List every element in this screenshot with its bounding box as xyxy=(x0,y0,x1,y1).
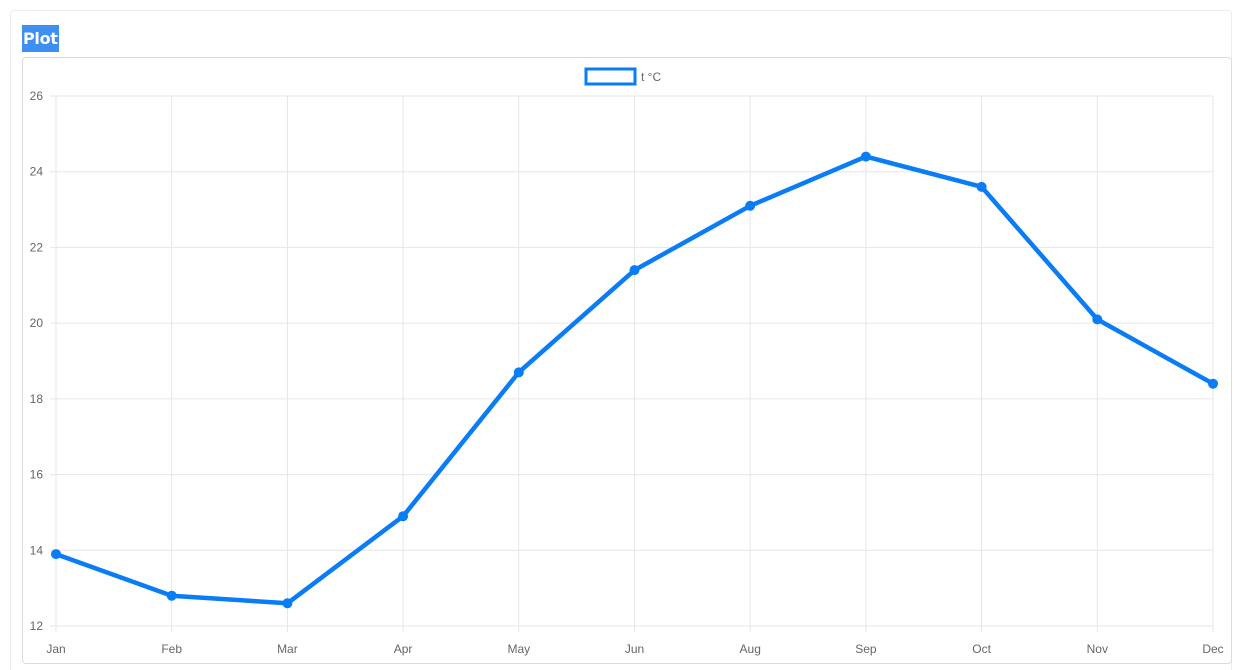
plot-title: Plot xyxy=(22,25,59,52)
legend-label: t °C xyxy=(641,70,661,84)
data-point[interactable] xyxy=(1092,314,1103,325)
y-tick-label: 12 xyxy=(30,619,44,633)
x-tick-label: Dec xyxy=(1202,642,1223,656)
y-tick-label: 20 xyxy=(30,316,44,330)
series-layer xyxy=(51,151,1218,609)
data-point[interactable] xyxy=(282,598,293,609)
data-point[interactable] xyxy=(513,367,524,378)
x-tick-label: Oct xyxy=(972,642,991,656)
grid-layer xyxy=(50,95,1214,632)
y-axis-ticks: 26 24 22 20 18 16 14 12 xyxy=(30,89,44,633)
x-tick-label: Mar xyxy=(277,642,298,656)
y-tick-label: 26 xyxy=(30,89,44,103)
data-point[interactable] xyxy=(398,511,409,522)
data-point[interactable] xyxy=(976,181,987,192)
y-tick-label: 22 xyxy=(30,240,44,254)
x-tick-label: Jan xyxy=(46,642,65,656)
x-tick-label: Aug xyxy=(740,642,761,656)
x-tick-label: May xyxy=(507,642,530,656)
x-axis-ticks: Jan Feb Mar Apr May Jun Aug Sep Oct Nov Dec xyxy=(46,642,1223,656)
data-point[interactable] xyxy=(629,265,640,276)
data-point[interactable] xyxy=(1208,378,1218,389)
data-point[interactable] xyxy=(860,151,871,162)
y-tick-label: 18 xyxy=(30,392,44,406)
x-tick-label: Apr xyxy=(394,642,413,656)
y-tick-label: 24 xyxy=(30,165,44,179)
data-point[interactable] xyxy=(166,590,177,601)
chart-legend[interactable]: t °C xyxy=(584,67,661,86)
x-tick-label: Nov xyxy=(1087,642,1108,656)
legend-swatch xyxy=(584,67,637,86)
data-point[interactable] xyxy=(51,549,61,560)
data-point[interactable] xyxy=(745,200,756,211)
chart-card xyxy=(22,57,1232,664)
x-tick-label: Sep xyxy=(855,642,877,656)
y-tick-label: 14 xyxy=(30,543,44,557)
x-tick-label: Feb xyxy=(161,642,182,656)
y-tick-label: 16 xyxy=(30,468,44,482)
x-tick-label: Jun xyxy=(625,642,644,656)
